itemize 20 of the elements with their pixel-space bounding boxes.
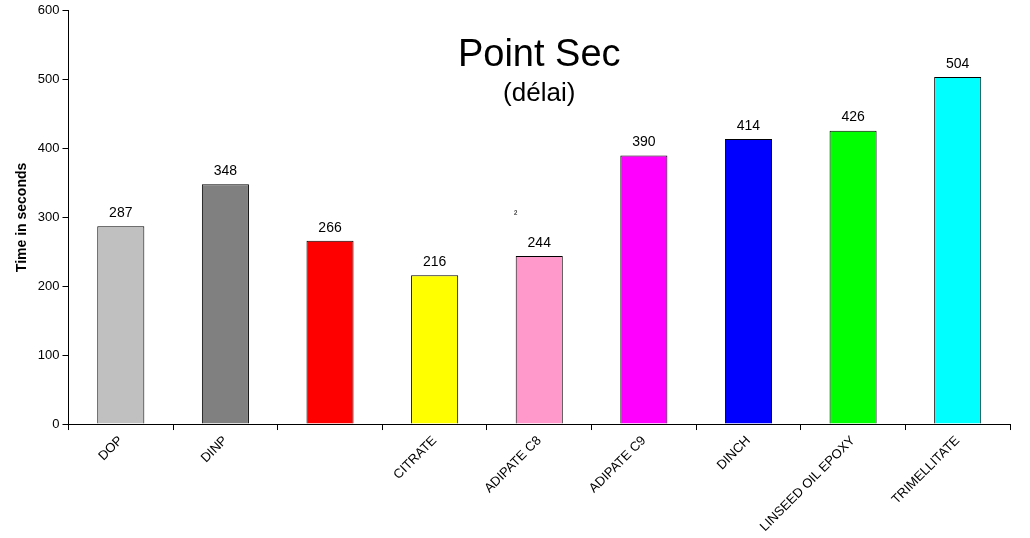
y-tick-label: 600 [37, 2, 60, 18]
data-label: 244 [527, 233, 552, 250]
data-label: 266 [318, 218, 342, 235]
y-tick-label: 0 [52, 415, 60, 431]
y-axis-title: Time in seconds [13, 162, 30, 273]
text: Point Sec [457, 31, 621, 74]
data-label: 348 [213, 162, 238, 179]
y-tick-label: 200 [37, 277, 60, 293]
y-tick-label: 100 [37, 346, 60, 362]
data-label: 390 [632, 133, 656, 150]
data-label: 414 [736, 116, 761, 133]
data-label: 287 [109, 204, 133, 221]
y-tick-label: 300 [37, 208, 60, 224]
data-label: 426 [841, 108, 865, 125]
annotation: ² [514, 208, 519, 220]
data-label: 504 [946, 54, 970, 71]
y-tick-label: 500 [37, 71, 60, 87]
y-tick-label: 400 [37, 140, 60, 156]
data-label: 216 [422, 253, 447, 270]
text: (délai) [503, 76, 576, 107]
